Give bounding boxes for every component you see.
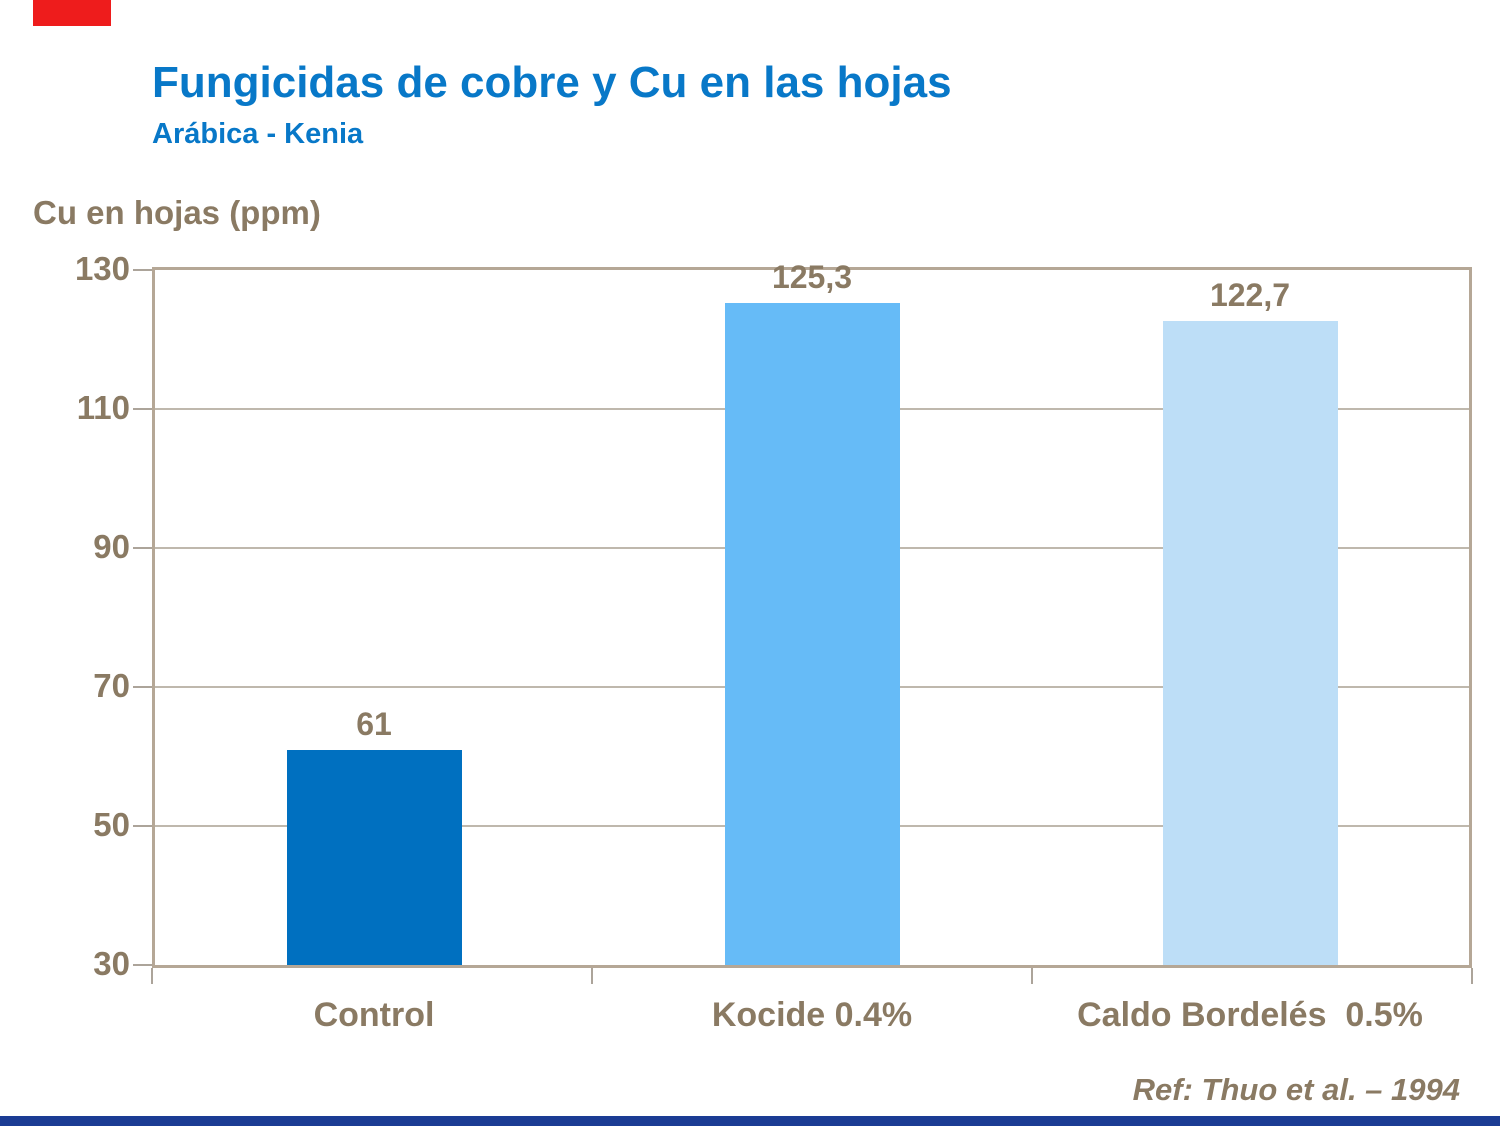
x-axis-tick-mark — [1031, 968, 1033, 984]
bottom-edge-strip — [0, 1116, 1500, 1126]
x-axis-tick-mark — [591, 968, 593, 984]
bar-value-label: 122,7 — [1209, 277, 1291, 313]
y-axis-tick-mark — [133, 269, 152, 271]
y-axis-tick-label: 50 — [93, 806, 130, 843]
y-axis-tick-mark — [133, 686, 152, 688]
y-axis-tick-label: 30 — [93, 945, 130, 982]
bar-value-label: 125,3 — [771, 259, 853, 295]
y-axis-tick-mark — [133, 547, 152, 549]
y-axis-title: Cu en hojas (ppm) — [33, 194, 321, 231]
bar-caldo-bordel-s-0-5 — [1163, 321, 1338, 965]
y-axis-tick-label: 70 — [93, 667, 130, 704]
y-axis-tick-label: 90 — [93, 528, 130, 565]
page-title: Fungicidas de cobre y Cu en las hojas — [152, 58, 952, 107]
y-axis-tick-label: 130 — [74, 250, 130, 287]
y-axis-tick-label: 110 — [76, 389, 130, 426]
x-axis-category-label: Caldo Bordelés 0.5% — [1077, 996, 1423, 1034]
y-axis-tick-mark — [133, 964, 152, 966]
x-axis-category-label: Control — [313, 996, 435, 1034]
y-axis-tick-mark — [133, 408, 152, 410]
bar-chart-canvas: 61 125,3 122,7 — [155, 259, 1469, 965]
page-subtitle: Arábica - Kenia — [152, 118, 364, 150]
bar-value-label: 61 — [356, 706, 392, 742]
red-accent-rectangle — [33, 0, 111, 26]
x-axis-tick-mark — [151, 968, 153, 984]
x-axis-tick-mark — [1471, 968, 1473, 984]
bar-chart-plot-area: 61 125,3 122,7 — [152, 259, 1472, 968]
y-axis-tick-mark — [133, 825, 152, 827]
x-axis-category-label: Kocide 0.4% — [711, 996, 913, 1034]
reference-text: Ref: Thuo et al. – 1994 — [1132, 1072, 1460, 1107]
bar-control — [287, 750, 462, 965]
bar-kocide-0-4 — [725, 303, 900, 965]
